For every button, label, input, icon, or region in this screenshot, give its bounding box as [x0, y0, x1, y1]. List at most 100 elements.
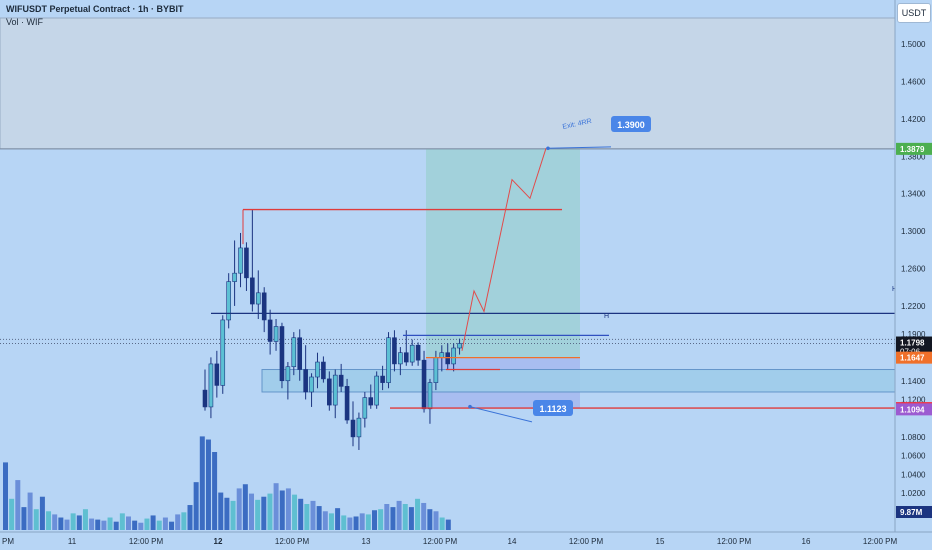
volume-bar: [39, 496, 45, 530]
candle-body: [297, 337, 303, 370]
volume-bar: [33, 509, 39, 530]
candle-body: [338, 374, 344, 387]
volume-bar: [439, 517, 445, 530]
candle-body: [445, 352, 451, 365]
stop-connector: [469, 406, 533, 423]
volume-bar: [162, 517, 168, 530]
volume-bar: [365, 514, 371, 530]
exit-point: [546, 146, 550, 151]
volume-bar: [267, 493, 273, 530]
volume-bar: [82, 509, 88, 530]
volume-bar: [390, 507, 396, 530]
x-tick-label: 12:00 PM: [423, 537, 458, 546]
volume-bar: [212, 452, 218, 530]
y-tick-label: 1.1900: [901, 330, 926, 339]
candle-body: [433, 357, 439, 383]
volume-bar: [193, 482, 199, 530]
volume-bar: [156, 520, 162, 530]
y-tick-label: 1.4600: [901, 77, 926, 86]
volume-bar: [15, 480, 21, 530]
candle-body: [380, 375, 385, 383]
volume-bar: [433, 511, 439, 530]
candle-body: [226, 281, 231, 321]
volume-bar: [113, 521, 119, 530]
price-label-1.1647: 1.1647: [896, 351, 932, 364]
volume-bar: [199, 436, 205, 530]
volume-bar: [310, 500, 316, 530]
x-tick-label: 15: [656, 537, 665, 546]
volume-bar: [138, 522, 144, 530]
volume-bar: [421, 502, 427, 530]
chart-title: WIFUSDT Perpetual Contract · 1h · BYBIT: [6, 4, 184, 14]
y-tick-label: 1.3000: [901, 227, 926, 236]
x-tick-label: 12:00 PM: [863, 537, 898, 546]
y-tick-label: 1.2600: [901, 265, 926, 274]
candle-body: [427, 382, 433, 410]
volume-bar: [298, 498, 304, 530]
y-tick-label: 1.2200: [901, 302, 926, 311]
annotation-box: [611, 116, 651, 132]
candle-body: [350, 419, 356, 438]
volume-bar: [27, 492, 33, 530]
candle-body: [238, 247, 243, 274]
volume-bar: [187, 505, 193, 530]
x-tick-label: 12:00 PM: [717, 537, 752, 546]
candle-body: [398, 352, 403, 365]
volume-bar: [279, 490, 285, 530]
price-label-text: 9.87M: [900, 508, 923, 517]
candle-body: [261, 292, 267, 321]
volume-bar: [255, 499, 261, 530]
y-tick-label: 1.0800: [901, 433, 926, 442]
candle-body: [244, 247, 249, 279]
y-tick-label: 1.5000: [901, 40, 926, 49]
currency-button[interactable]: USDT: [897, 3, 931, 23]
candle-body: [208, 363, 214, 408]
volume-bar: [126, 516, 131, 530]
volume-bar: [273, 483, 279, 530]
price-label-1.3879: 1.3879: [896, 142, 932, 155]
y-tick-label: 1.4200: [901, 115, 926, 124]
candle-body: [291, 337, 297, 368]
volume-bar: [396, 500, 402, 530]
price-label-box: [896, 506, 932, 518]
candle-body: [321, 361, 326, 380]
volume-bar: [328, 513, 334, 530]
upper-zone-box: [0, 17, 896, 150]
price-label-box: [896, 351, 932, 364]
annotation-text: 1.1123: [539, 404, 566, 414]
volume-bar: [52, 514, 58, 530]
y-tick-label: 1.3400: [901, 190, 926, 199]
volume-bar: [285, 488, 291, 530]
x-tick-label: 12:00 PM: [129, 537, 164, 546]
volume-bar: [181, 512, 187, 530]
annotation-box: [533, 400, 573, 416]
volume-bar: [3, 462, 8, 530]
candle-body: [220, 319, 226, 386]
volume-bar: [95, 519, 101, 530]
candle-body: [368, 397, 374, 406]
x-tick-label: 12:00 PM: [275, 537, 310, 546]
candle-body: [255, 292, 261, 305]
volume-bar: [316, 506, 322, 530]
volume-bar: [58, 517, 64, 530]
candle-body: [421, 359, 427, 410]
volume-bar: [445, 519, 451, 530]
volume-bar: [144, 518, 150, 530]
volume-bar: [169, 521, 175, 530]
volume-bar: [119, 513, 125, 530]
price-label-text: 1.3879: [900, 145, 925, 154]
target-zone: [426, 148, 580, 358]
candle-body: [214, 363, 220, 386]
volume-bar: [304, 504, 310, 530]
candle-body: [392, 337, 397, 365]
candle-body: [403, 352, 409, 363]
volume-bar: [261, 496, 267, 530]
volume-bar: [101, 520, 107, 530]
volume-bar: [415, 498, 421, 530]
x-tick-label: PM: [2, 537, 14, 546]
candle-body: [309, 376, 314, 393]
volume-bar: [218, 492, 224, 530]
stop-point: [468, 404, 472, 409]
volume-value-label: 9.87M: [896, 506, 932, 518]
